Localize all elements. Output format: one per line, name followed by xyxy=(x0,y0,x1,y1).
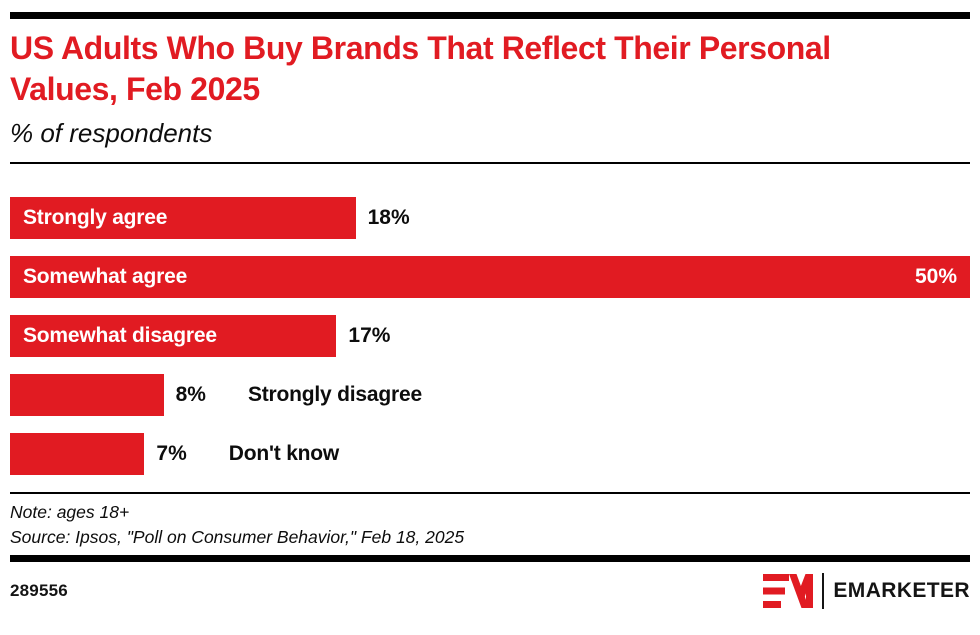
bar xyxy=(10,374,164,416)
bar-category-label: Strongly agree xyxy=(23,206,168,229)
top-rule xyxy=(10,12,970,19)
page-subtitle: % of respondents xyxy=(10,118,213,148)
emarketer-wordmark: EMARKETER xyxy=(833,579,970,602)
note-line: Note: ages 18+ xyxy=(10,502,130,522)
bar: Strongly agree xyxy=(10,197,356,239)
emarketer-logo: EMARKETER xyxy=(763,573,970,609)
logo-divider xyxy=(822,573,825,609)
bar: Somewhat disagree xyxy=(10,315,337,357)
bar-category-label: Strongly disagree xyxy=(247,383,422,406)
bar-row: Somewhat disagree 17% xyxy=(10,315,970,357)
bar-row: 7% Don't know xyxy=(10,433,970,475)
chart-id: 289556 xyxy=(10,581,68,600)
bar-value-label: 50% xyxy=(914,265,957,288)
bar xyxy=(10,433,145,475)
bar: Somewhat agree 50% xyxy=(10,256,970,298)
bar-row: 8% Strongly disagree xyxy=(10,374,970,416)
bar-row: Strongly agree 18% xyxy=(10,197,970,239)
header-rule xyxy=(10,162,970,164)
bottom-rule xyxy=(10,555,970,562)
bar-category-label: Somewhat agree xyxy=(23,265,188,288)
source-line: Source: Ipsos, "Poll on Consumer Behavio… xyxy=(10,527,465,547)
emarketer-logo-mark xyxy=(763,574,814,608)
footer-rule xyxy=(10,492,970,494)
bar-value-label: 7% xyxy=(156,442,187,465)
bar-value-label: 17% xyxy=(348,324,391,347)
bar-value-label: 8% xyxy=(175,383,206,406)
notes-block: Note: ages 18+ Source: Ipsos, "Poll on C… xyxy=(10,500,970,550)
page-title: US Adults Who Buy Brands That Reflect Th… xyxy=(10,30,831,107)
bar-chart: Strongly agree 18% Somewhat agree 50% Somewh… xyxy=(10,197,970,475)
bar-category-label: Somewhat disagree xyxy=(23,324,217,347)
bar-category-label: Don't know xyxy=(228,442,340,465)
bar-row: Somewhat agree 50% xyxy=(10,256,970,298)
footer-row: 289556 EMARKETER xyxy=(10,573,970,609)
chart-page: US Adults Who Buy Brands That Reflect Th… xyxy=(0,12,980,609)
bar-value-label: 18% xyxy=(367,206,410,229)
